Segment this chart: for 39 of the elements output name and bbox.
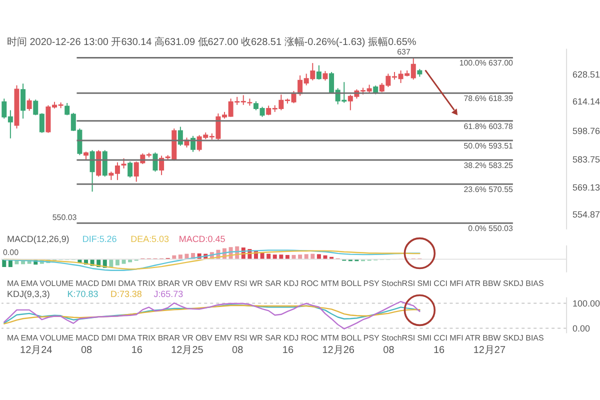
y-tick-label: 628.51 [572,69,600,80]
y-tick-label: 100.00 [572,298,600,308]
x-tick-label: 08 [80,345,92,356]
x-tick-label: 16 [282,345,294,356]
chart-title: MACD(12,26,9) [6,234,70,244]
ref-line-label: 100.0% 637.00 [459,58,514,68]
x-tick-label: 08 [383,345,395,356]
annotation: 637 [397,48,411,57]
x-tick-label: 16 [434,345,446,356]
series-label: MACD:0.45 [178,234,226,244]
y-tick-label: 0.00 [572,323,590,334]
x-tick-label: 12月25 [171,345,204,356]
y-tick-label: 554.87 [572,209,600,220]
chart-title: KDJ(9,3,3) [6,288,50,299]
ref-line-label: 0.00 [2,248,20,258]
y-tick-label: 598.76 [572,126,600,136]
annotation: 550.03 [52,213,78,222]
ref-line-label: 61.8% 603.78 [464,122,514,131]
y-tick-label: 569.13 [572,182,600,192]
text: MA EMA VOLUME MACD DMI DMA TRIX BRAR VR OBV EMV RSI WR SAR KDJ ROC MTM BOLL PSY StochRSI SMI CCI MFI ATR BBW SKDJ BIAS [6,334,544,343]
chart-title: 时间 2020-12-26 13:00 开630.14 高631.09 低627.00 收628.51 涨幅-0.26%(-1.63) 振幅0.65% [6,36,416,48]
x-tick-label: 12月24 [20,345,53,356]
ref-line-label: 50.0% 593.51 [464,141,514,150]
x-tick-label: 08 [232,345,244,356]
series-label: D:73.38 [110,288,142,299]
x-tick-label: 12月27 [473,345,506,356]
y-tick-label: 614.14 [572,96,600,107]
ref-line-label: 0.0% 550.03 [468,224,514,234]
x-tick-label: 16 [131,345,143,356]
ref-line-label: 78.6% 618.39 [464,94,514,104]
ref-line-label: 38.2% 583.25 [464,160,514,170]
series-label: J:65.73 [154,288,184,299]
ref-line-label: 23.6% 570.55 [464,185,514,194]
text: K:70.83 [67,288,98,299]
x-tick-label: 12月26 [322,345,355,356]
text: MA EMA VOLUME MACD DMI DMA TRIX BRAR VR OBV EMV RSI WR SAR KDJ ROC MTM BOLL PSY StochRSI SMI CCI MFI ATR BBW SKDJ BIAS [6,278,544,288]
text: DEA:5.03 [130,234,170,244]
text: DIF:5.26 [82,234,117,244]
y-tick-label: 583.75 [572,154,600,165]
